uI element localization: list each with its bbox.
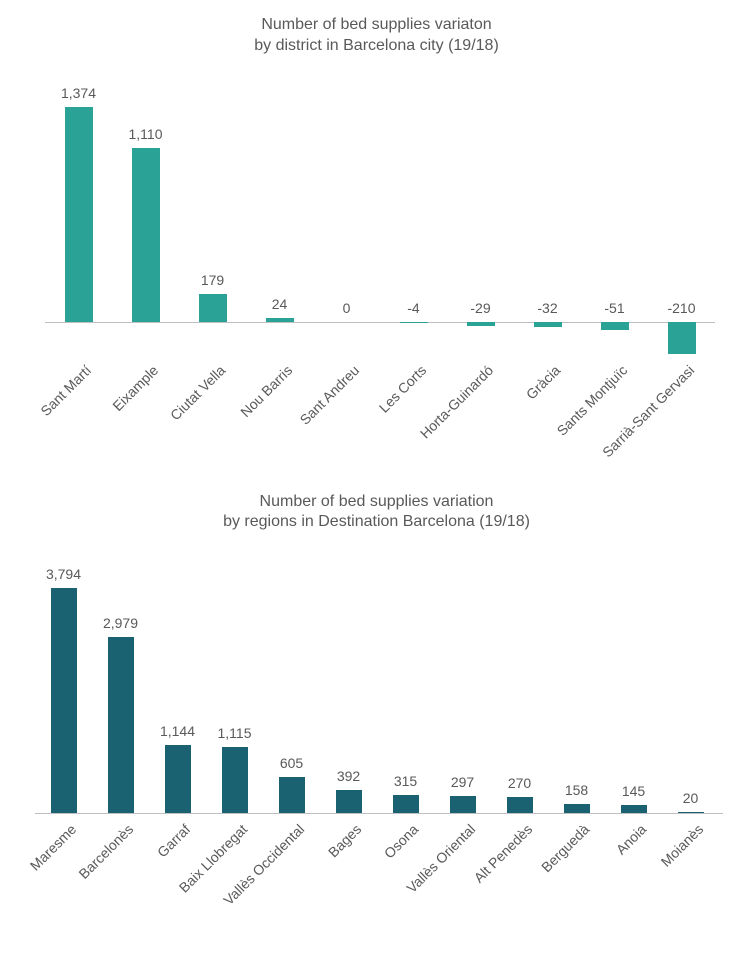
districts-bar-group: 1,374 (45, 87, 112, 357)
regions-value-label: 392 (320, 768, 377, 784)
chart-districts: Number of bed supplies variatonby distri… (0, 0, 753, 477)
districts-bar-group: -210 (648, 87, 715, 357)
regions-title-line2: by regions in Destination Barcelona (19/… (0, 512, 753, 533)
districts-value-label: 179 (179, 272, 246, 288)
regions-bar-group: 315 (377, 563, 434, 813)
districts-bar (132, 148, 160, 321)
regions-value-label: 2,979 (92, 615, 149, 631)
regions-value-label: 20 (662, 790, 719, 806)
districts-bar (199, 294, 227, 322)
regions-categories: MaresmeBarcelonèsGarrafBaix LlobregatVal… (35, 813, 723, 943)
regions-bar-group: 3,794 (35, 563, 92, 813)
districts-bar (65, 107, 93, 321)
districts-title: Number of bed supplies variatonby distri… (0, 15, 753, 57)
districts-bar (668, 322, 696, 355)
regions-bar (564, 804, 590, 813)
regions-title-line1: Number of bed supplies variation (0, 492, 753, 513)
regions-value-label: 145 (605, 783, 662, 799)
districts-value-label: 0 (313, 300, 380, 316)
districts-bar-group: -29 (447, 87, 514, 357)
districts-bar (601, 322, 629, 330)
districts-value-label: -210 (648, 300, 715, 316)
regions-bar (51, 588, 77, 813)
regions-value-label: 270 (491, 775, 548, 791)
districts-bar (534, 322, 562, 327)
regions-bar-group: 1,144 (149, 563, 206, 813)
districts-value-label: -4 (380, 300, 447, 316)
districts-bar-group: -4 (380, 87, 447, 357)
regions-value-label: 315 (377, 773, 434, 789)
regions-value-label: 1,115 (206, 725, 263, 741)
regions-value-label: 297 (434, 774, 491, 790)
districts-bar (467, 322, 495, 327)
districts-value-label: 24 (246, 296, 313, 312)
districts-categories: Sant MartíEixampleCiutat VellaNou Barris… (45, 357, 715, 477)
districts-bar-group: 24 (246, 87, 313, 357)
districts-plot: 1,374 1,110 179240-4-29-32-51-210 (45, 87, 715, 357)
regions-bar (108, 637, 134, 814)
regions-bar-group: 158 (548, 563, 605, 813)
regions-bar (336, 790, 362, 813)
regions-bar (507, 797, 533, 813)
districts-bar-group: 0 (313, 87, 380, 357)
regions-value-label: 158 (548, 782, 605, 798)
regions-bar (165, 745, 191, 813)
regions-title: Number of bed supplies variationby regio… (0, 492, 753, 534)
districts-bar-group: -51 (581, 87, 648, 357)
regions-bar-group: 392 (320, 563, 377, 813)
districts-title-line2: by district in Barcelona city (19/18) (0, 36, 753, 57)
districts-bar-group: 1,110 (112, 87, 179, 357)
districts-bar-group: 179 (179, 87, 246, 357)
regions-bar (393, 795, 419, 814)
districts-value-label: 1,110 (112, 126, 179, 142)
regions-value-label: 605 (263, 755, 320, 771)
regions-bar-group: 605 (263, 563, 320, 813)
regions-plot: 3,794 2,979 1,1441,11560539231529727015814… (35, 563, 723, 813)
regions-bar-group: 20 (662, 563, 719, 813)
chart-regions: Number of bed supplies variationby regio… (0, 477, 753, 944)
districts-value-label: -29 (447, 300, 514, 316)
regions-value-label: 3,794 (35, 566, 92, 582)
regions-bar-group: 1,115 (206, 563, 263, 813)
districts-value-label: 1,374 (45, 85, 112, 101)
districts-value-label: -51 (581, 300, 648, 316)
regions-bar-group: 270 (491, 563, 548, 813)
districts-value-label: -32 (514, 300, 581, 316)
districts-title-line1: Number of bed supplies variaton (0, 15, 753, 36)
districts-bar (266, 318, 294, 322)
districts-bar (400, 322, 428, 323)
regions-bar (450, 796, 476, 814)
regions-bar-group: 2,979 (92, 563, 149, 813)
regions-value-label: 1,144 (149, 723, 206, 739)
regions-bar-group: 145 (605, 563, 662, 813)
regions-bar (279, 777, 305, 813)
regions-bar (621, 805, 647, 814)
districts-bar-group: -32 (514, 87, 581, 357)
regions-bar (222, 747, 248, 813)
regions-bar-group: 297 (434, 563, 491, 813)
